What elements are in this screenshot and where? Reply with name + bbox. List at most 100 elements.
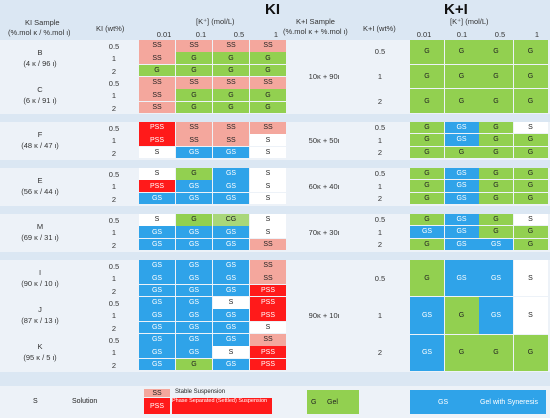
ki-cell: GS [213,309,249,321]
ki-cell: S [139,146,175,159]
kpi-conc-value: 1 [534,30,540,39]
kpi-wt-value: 1 [377,181,383,191]
kpi-wt-value: 2 [377,348,383,358]
kpi-sample-header: K+I Sample [296,17,335,26]
kpi-cell: G [513,226,548,238]
ki-cell: SS [250,260,286,272]
kpi-cell: S [513,122,548,134]
ki-wt-value: 1 [111,274,117,284]
ki-wt-value: 2 [111,103,117,113]
ki-sample-ratio: (90 κ / 10 ι) [21,279,59,288]
kpi-wt-value: 0.5 [374,169,386,179]
kpi-cell: G [444,334,479,371]
ki-cell: G [176,101,212,114]
ki-sample-ratio: (4 κ / 96 ι) [23,59,57,68]
band-sep-1 [0,114,550,122]
legend-gs-code: GS [438,398,449,406]
kpi-cell: G [513,89,548,113]
ki-cell: GS [213,146,249,159]
ki-cell: GS [213,168,249,180]
kpi-wt-header: K+I (wt%) [363,24,396,33]
legend-ss-swatch: SS [144,389,170,397]
band-sep-3 [0,206,550,214]
ki-cell: PSS [250,358,286,371]
ki-cell: PSS [139,180,175,192]
kpi-cell: G [444,297,479,334]
ki-cell: SS [176,122,212,134]
kpi-wt-value: 0.5 [374,123,386,133]
ki-wt-value: 2 [111,240,117,250]
ki-cell: G [176,214,212,226]
ki-wt-value: 0.5 [108,216,120,225]
kpi-wt-value: 2 [377,193,383,203]
ki-conc-value: 0.1 [195,30,207,39]
kpi-cell: GS [444,168,479,180]
kpi-wt-value: 1 [377,311,383,320]
kpi-cell: G [513,146,548,158]
ki-wt-value: 1 [111,182,117,192]
ki-wt-value: 0.5 [108,299,120,308]
ki-cell: G [139,64,175,77]
legend-ss-label: Stable Suspension [175,389,226,395]
ki-cell: SS [250,334,286,346]
ki-wt-value: 0.5 [108,79,120,88]
kpi-cell: G [410,238,444,250]
ki-cell: SS [250,238,286,251]
ki-cell: SS [213,77,249,89]
ki-cell: GS [213,272,249,284]
ki-cell: S [250,192,286,205]
ki-cell: GS [213,321,249,334]
kpi-wt-value: 2 [377,147,383,157]
kpi-wt-value: 0.5 [374,273,386,283]
kpi-cell: G [410,64,444,89]
ki-cell: GS [139,192,175,205]
ki-cell: G [213,89,249,101]
kpi-cell: GS [444,192,479,204]
kpi-cell: G [479,89,513,113]
ki-cell: GS [176,146,212,159]
kpi-cell: G [513,64,548,89]
kpi-title: K+I [444,1,468,18]
kpi-sample-name: 10κ + 90ι [308,72,340,81]
ki-cell: S [139,168,175,180]
kpi-cell: G [444,146,479,158]
ki-cell: G [250,89,286,101]
ki-cell: GS [176,260,212,272]
kpi-cell: GS [444,180,479,192]
ki-cell: GS [176,321,212,334]
ki-cell: SS [250,122,286,134]
ki-conc-header: [K⁺] (mol/L) [196,17,235,26]
ki-cell: S [250,226,286,238]
ki-cell: SS [139,40,175,52]
ki-cell: GS [176,309,212,321]
ki-sample-name: J [38,305,42,314]
ki-cell: SS [213,40,249,52]
ki-wt-value: 0.5 [108,42,120,51]
kpi-cell: G [444,89,479,113]
kpi-cell: GS [444,260,479,297]
ki-cell: GS [139,260,175,272]
ki-cell: G [176,64,212,77]
kpi-sample-name: 90κ + 10ι [308,311,340,320]
ki-cell: SS [250,40,286,52]
kpi-cell: G [479,180,513,192]
ki-sample-header: KI Sample [25,18,60,27]
ki-cell: SS [139,77,175,89]
kpi-sample-name: 60κ + 40ι [308,181,340,191]
ki-sample-name: M [36,222,44,231]
kpi-cell: G [444,64,479,89]
ki-conc-value: 0.01 [156,30,172,39]
ki-cell: S [250,180,286,192]
ki-cell: G [176,89,212,101]
ki-cell: PSS [139,122,175,134]
kpi-wt-value: 0.5 [374,215,386,225]
ki-cell: G [213,64,249,77]
legend-gs-swatch: GS Gel with Syneresis [410,390,546,414]
kpi-wt-value: 1 [377,135,383,145]
ki-cell: GS [176,334,212,346]
legend-g-label: Gel [327,398,338,406]
ki-sample-name: B [37,48,43,57]
ki-wt-value: 2 [111,194,117,204]
kpi-cell: S [513,214,548,226]
ki-sample-ratio: (87 κ / 13 ι) [21,316,59,325]
